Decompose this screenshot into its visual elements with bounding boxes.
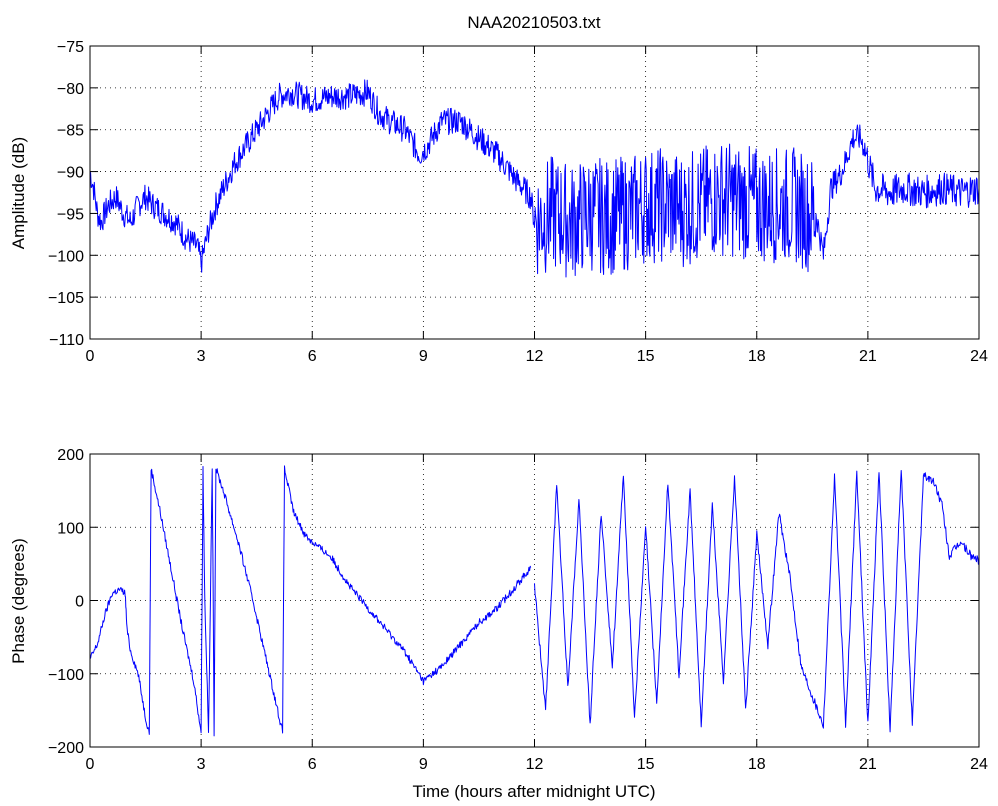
phase-y-tick-label: 0 bbox=[75, 594, 84, 611]
amplitude-x-tick-label: 3 bbox=[197, 348, 206, 365]
phase-x-tick-label: 24 bbox=[970, 756, 988, 773]
amplitude-y-tick-label: −100 bbox=[48, 248, 84, 265]
amplitude-x-tick-label: 12 bbox=[526, 348, 544, 365]
phase-ticks bbox=[89, 453, 980, 748]
amplitude-y-tick-label: −75 bbox=[57, 39, 84, 56]
amplitude-axes-frame bbox=[89, 45, 980, 340]
phase-series-line-0 bbox=[89, 465, 532, 737]
amplitude-y-tick-label: −95 bbox=[57, 206, 84, 223]
phase-x-tick-label: 21 bbox=[859, 756, 877, 773]
amplitude-x-tick-label: 18 bbox=[748, 348, 766, 365]
phase-x-tick-label: 3 bbox=[197, 756, 206, 773]
phase-x-tick-label: 0 bbox=[86, 756, 95, 773]
phase-x-tick-label: 15 bbox=[637, 756, 655, 773]
phase-x-tick-label: 12 bbox=[526, 756, 544, 773]
phase-x-tick-label: 18 bbox=[748, 756, 766, 773]
amplitude-y-tick-label: −110 bbox=[49, 332, 84, 349]
phase-series bbox=[89, 465, 980, 737]
phase-panel: 0 3 6 9 12 15 18 21 24 −200 −100 0 100 200 Phase (de… bbox=[9, 447, 988, 801]
amplitude-x-tick-label: 15 bbox=[637, 348, 655, 365]
amplitude-y-tick-label: −80 bbox=[57, 81, 84, 98]
chart-title: NAA20210503.txt bbox=[467, 13, 601, 32]
phase-y-axis-label: Phase (degrees) bbox=[9, 538, 28, 664]
amplitude-y-tick-label: −90 bbox=[57, 165, 84, 182]
amplitude-y-tick-label: −105 bbox=[48, 290, 84, 307]
amplitude-x-tick-label: 6 bbox=[308, 348, 317, 365]
amplitude-y-axis-label: Amplitude (dB) bbox=[9, 137, 28, 249]
phase-series-line-1 bbox=[534, 470, 980, 733]
amplitude-x-tick-label: 0 bbox=[86, 348, 95, 365]
amplitude-series-line-0 bbox=[89, 79, 980, 278]
phase-x-tick-label: 6 bbox=[308, 756, 317, 773]
phase-y-tick-label: −200 bbox=[48, 740, 84, 757]
amplitude-x-tick-label: 9 bbox=[419, 348, 428, 365]
phase-y-tick-label: −100 bbox=[48, 667, 84, 684]
amplitude-grid bbox=[90, 46, 979, 339]
phase-y-tick-label: 200 bbox=[57, 447, 84, 464]
amplitude-x-tick-label: 24 bbox=[970, 348, 988, 365]
amplitude-y-tick-labels: −110 −105 −100 −95 −90 −85 −80 −75 bbox=[48, 39, 84, 349]
amplitude-panel: NAA20210503.txt 0 3 6 9 12 15 18 21 24 −110−105−… bbox=[9, 13, 988, 365]
phase-x-axis-label: Time (hours after midnight UTC) bbox=[412, 782, 655, 801]
amplitude-x-tick-label: 21 bbox=[859, 348, 877, 365]
phase-y-tick-label: 100 bbox=[57, 520, 84, 537]
phase-grid bbox=[90, 454, 979, 747]
phase-x-tick-labels: 0 3 6 9 12 15 18 21 24 bbox=[86, 756, 988, 773]
amplitude-series bbox=[89, 79, 980, 278]
amplitude-ticks bbox=[89, 45, 980, 340]
amplitude-x-tick-labels: 0 3 6 9 12 15 18 21 24 bbox=[86, 348, 988, 365]
phase-x-tick-label: 9 bbox=[419, 756, 428, 773]
amplitude-y-tick-label: −85 bbox=[57, 123, 84, 140]
phase-y-tick-labels: −200 −100 0 100 200 bbox=[48, 447, 84, 757]
